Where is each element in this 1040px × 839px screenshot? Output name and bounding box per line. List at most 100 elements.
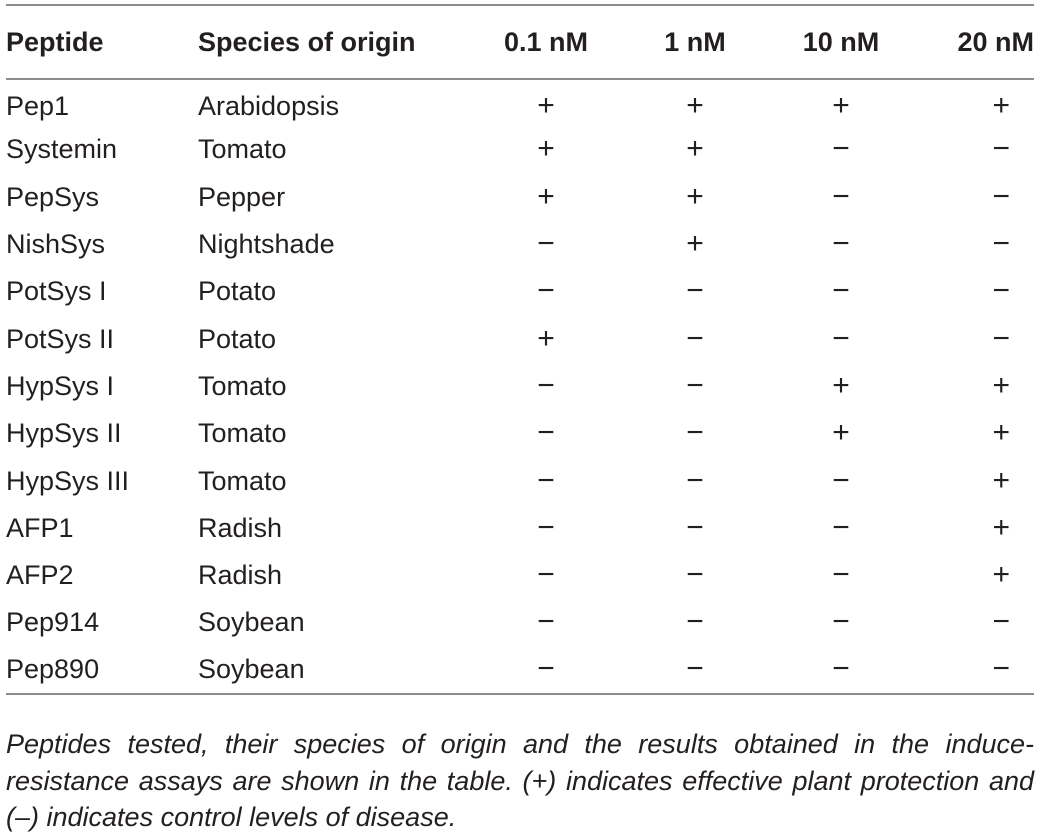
result-symbol: −: [686, 368, 704, 402]
cell-peptide: PotSys II: [6, 323, 115, 354]
cell-1-nm: −: [622, 552, 768, 599]
result-symbol: −: [686, 463, 704, 497]
header-species-of-origin: Species of origin: [198, 26, 416, 57]
result-symbol: −: [686, 605, 704, 639]
result-symbol: −: [537, 558, 555, 592]
cell-10-nm: −: [768, 552, 914, 599]
result-symbol: −: [832, 274, 850, 308]
cell-1-nm: −: [622, 315, 768, 362]
result-symbol: −: [992, 227, 1010, 261]
result-symbol: −: [537, 368, 555, 402]
cell-0-1-nm: −: [470, 505, 622, 552]
cell-20-nm: −: [914, 599, 1034, 646]
table-header-row: Peptide Species of origin 0.1 nM 1 nM 10…: [6, 5, 1034, 79]
header-0-1-nm: 0.1 nM: [503, 26, 589, 57]
result-symbol: −: [832, 179, 850, 213]
table-row: Systemin Tomato + + − −: [6, 126, 1034, 173]
result-symbol: −: [686, 321, 704, 355]
table-row: Pep890 Soybean − − − −: [6, 647, 1034, 694]
result-symbol: −: [686, 416, 704, 450]
result-symbol: +: [992, 510, 1010, 544]
cell-10-nm: −: [768, 505, 914, 552]
cell-species: Pepper: [198, 181, 286, 212]
result-symbol: −: [686, 558, 704, 592]
cell-1-nm: −: [622, 268, 768, 315]
cell-species: Tomato: [198, 370, 287, 401]
cell-peptide: Pep914: [6, 607, 100, 638]
result-symbol: +: [537, 88, 555, 122]
result-symbol: +: [686, 88, 704, 122]
result-symbol: −: [832, 321, 850, 355]
cell-species: Tomato: [198, 134, 287, 165]
table-row: AFP2 Radish − − − +: [6, 552, 1034, 599]
cell-0-1-nm: −: [470, 599, 622, 646]
cell-20-nm: +: [914, 457, 1034, 504]
cell-0-1-nm: −: [470, 457, 622, 504]
cell-1-nm: −: [622, 647, 768, 694]
result-symbol: −: [537, 227, 555, 261]
cell-10-nm: +: [768, 363, 914, 410]
result-symbol: +: [686, 132, 704, 166]
peptide-results-table: Peptide Species of origin 0.1 nM 1 nM 10…: [6, 4, 1034, 695]
cell-peptide: HypSys I: [6, 370, 115, 401]
cell-peptide: Systemin: [6, 134, 118, 165]
cell-10-nm: −: [768, 457, 914, 504]
cell-peptide: AFP2: [6, 560, 74, 591]
cell-10-nm: −: [768, 221, 914, 268]
result-symbol: −: [686, 652, 704, 686]
result-symbol: +: [992, 368, 1010, 402]
cell-species: Radish: [198, 560, 283, 591]
cell-10-nm: −: [768, 126, 914, 173]
result-symbol: −: [992, 321, 1010, 355]
cell-10-nm: −: [768, 174, 914, 221]
result-symbol: −: [832, 227, 850, 261]
cell-20-nm: −: [914, 315, 1034, 362]
result-symbol: −: [832, 652, 850, 686]
cell-20-nm: −: [914, 126, 1034, 173]
cell-peptide: HypSys II: [6, 418, 122, 449]
table-row: PepSys Pepper + + − −: [6, 174, 1034, 221]
cell-10-nm: +: [768, 79, 914, 126]
cell-0-1-nm: −: [470, 363, 622, 410]
result-symbol: +: [832, 88, 850, 122]
cell-peptide: Pep890: [6, 654, 100, 685]
cell-20-nm: +: [914, 505, 1034, 552]
table-row: PotSys I Potato − − − −: [6, 268, 1034, 315]
cell-1-nm: −: [622, 457, 768, 504]
result-symbol: +: [537, 132, 555, 166]
result-symbol: +: [992, 416, 1010, 450]
result-symbol: −: [537, 605, 555, 639]
result-symbol: +: [537, 179, 555, 213]
result-symbol: −: [832, 463, 850, 497]
result-symbol: +: [686, 179, 704, 213]
result-symbol: −: [537, 274, 555, 308]
cell-peptide: PepSys: [6, 181, 100, 212]
cell-species: Potato: [198, 323, 277, 354]
cell-10-nm: −: [768, 647, 914, 694]
cell-1-nm: −: [622, 363, 768, 410]
header-20-nm: 20 nM: [957, 26, 1034, 57]
result-symbol: +: [992, 88, 1010, 122]
cell-1-nm: −: [622, 505, 768, 552]
cell-peptide: PotSys I: [6, 276, 107, 307]
cell-species: Potato: [198, 276, 277, 307]
result-symbol: −: [537, 416, 555, 450]
result-symbol: −: [537, 510, 555, 544]
cell-species: Nightshade: [198, 229, 335, 260]
table-row: AFP1 Radish − − − +: [6, 505, 1034, 552]
cell-species: Tomato: [198, 465, 287, 496]
result-symbol: −: [832, 558, 850, 592]
cell-1-nm: −: [622, 599, 768, 646]
table-row: PotSys II Potato + − − −: [6, 315, 1034, 362]
result-symbol: +: [992, 463, 1010, 497]
cell-20-nm: +: [914, 79, 1034, 126]
table-footnote: Peptides tested, their species of origin…: [6, 729, 1034, 832]
cell-0-1-nm: −: [470, 268, 622, 315]
result-symbol: −: [832, 132, 850, 166]
table-body: Pep1 Arabidopsis + + + + Systemin Tomato + + − − Pep…: [6, 79, 1034, 694]
table-row: HypSys III Tomato − − − +: [6, 457, 1034, 504]
cell-0-1-nm: +: [470, 126, 622, 173]
cell-20-nm: +: [914, 363, 1034, 410]
result-symbol: −: [992, 274, 1010, 308]
cell-species: Arabidopsis: [198, 90, 340, 121]
